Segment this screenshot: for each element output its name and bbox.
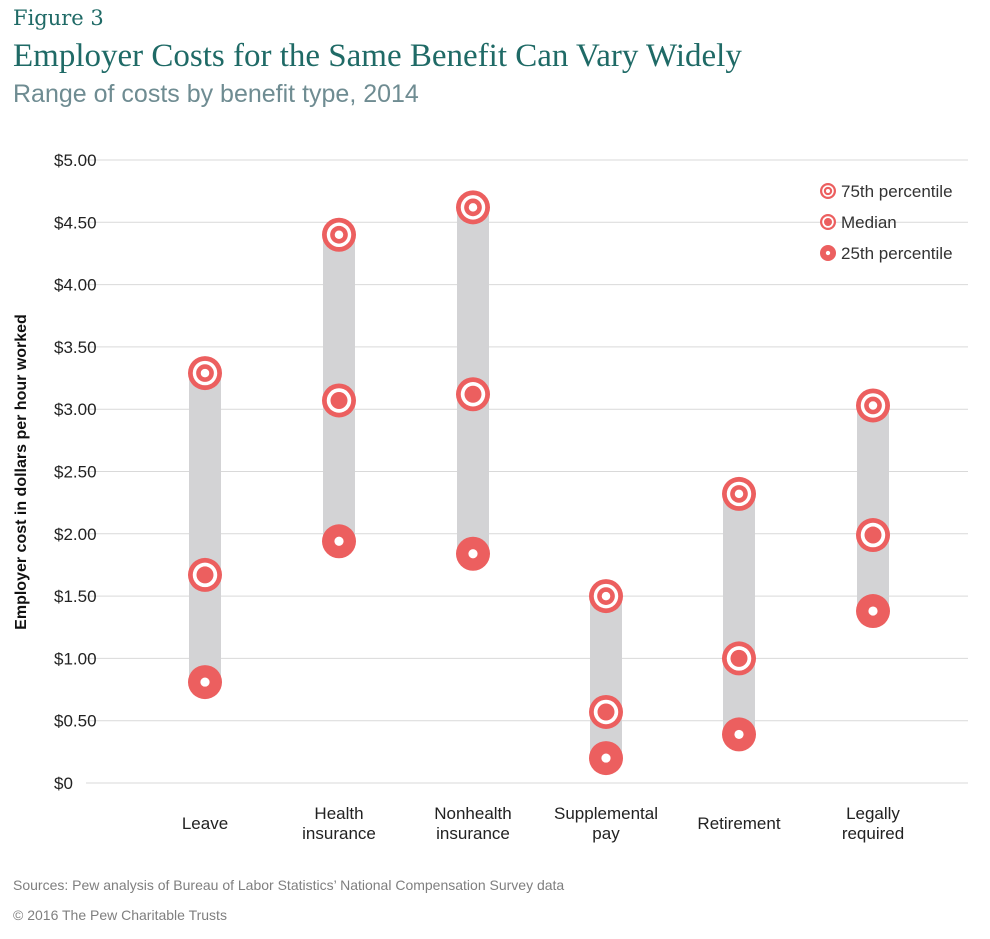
category-label: required [842, 824, 904, 843]
marker-p25 [589, 741, 623, 776]
chart-subtitle: Range of costs by benefit type, 2014 [13, 80, 419, 108]
figure-label: Figure 3 [13, 6, 104, 30]
y-tick-label: $3.00 [54, 400, 97, 419]
legend: 75th percentile Median 25th percentile [820, 182, 953, 263]
marker-p25 [856, 594, 890, 629]
y-tick-label: $4.50 [54, 213, 97, 232]
marker-p25 [722, 717, 756, 752]
y-tick-label: $2.00 [54, 525, 97, 544]
y-tick-label: $0.50 [54, 712, 97, 731]
marker-p75 [456, 190, 490, 225]
legend-marker-p25 [820, 245, 836, 261]
y-tick-label: $4.00 [54, 276, 97, 295]
legend-marker-median [820, 214, 836, 230]
category-label: Legally [846, 804, 900, 823]
y-tick-label: $0 [54, 774, 73, 793]
range-bar [189, 373, 221, 683]
range-bar [857, 405, 889, 612]
category-label: Health [314, 804, 363, 823]
data-markers [188, 190, 890, 776]
category-label: Supplemental [554, 804, 658, 823]
marker-median [456, 377, 490, 412]
marker-p25 [456, 536, 490, 571]
range-chart: $0 $0.50 $1.00 $1.50 $2.00 $2.50 $3.00 $3.50 $4.… [13, 151, 968, 843]
category-label: Retirement [697, 814, 780, 833]
marker-p75 [856, 388, 890, 423]
range-bar [590, 596, 622, 759]
grid-lines [86, 159, 968, 784]
range-bar [723, 493, 755, 735]
category-label: Leave [182, 814, 228, 833]
y-tick-label: $2.50 [54, 463, 97, 482]
chart-title: Employer Costs for the Same Benefit Can … [13, 38, 742, 74]
y-tick-label: $5.00 [54, 151, 97, 170]
y-axis-label: Employer cost in dollars per hour worked [13, 314, 30, 630]
y-tick-label: $1.50 [54, 587, 97, 606]
category-label: insurance [302, 824, 376, 843]
y-tick-label: $1.00 [54, 649, 97, 668]
marker-p75 [188, 356, 222, 391]
marker-median [589, 694, 623, 729]
marker-median [188, 557, 222, 592]
legend-label: 75th percentile [841, 182, 953, 201]
source-note: Sources: Pew analysis of Bureau of Labor… [13, 877, 565, 893]
category-label: Nonhealth [434, 804, 512, 823]
marker-p25 [188, 665, 222, 700]
legend-label: 25th percentile [841, 244, 953, 263]
marker-p75 [322, 217, 356, 252]
copyright-note: © 2016 The Pew Charitable Trusts [13, 907, 227, 923]
category-label: pay [592, 824, 620, 843]
y-axis-ticks: $0 $0.50 $1.00 $1.50 $2.00 $2.50 $3.00 $3.50 $4.… [54, 151, 97, 793]
marker-median [322, 383, 356, 418]
range-bars [189, 207, 889, 759]
legend-label: Median [841, 213, 897, 232]
marker-p75 [722, 476, 756, 511]
marker-median [722, 641, 756, 676]
y-tick-label: $3.50 [54, 338, 97, 357]
marker-p75 [589, 579, 623, 614]
category-label: insurance [436, 824, 510, 843]
marker-p25 [322, 524, 356, 559]
marker-median [856, 518, 890, 553]
legend-marker-p75 [820, 183, 836, 199]
category-labels: LeaveHealthinsuranceNonhealthinsuranceSu… [182, 804, 904, 843]
